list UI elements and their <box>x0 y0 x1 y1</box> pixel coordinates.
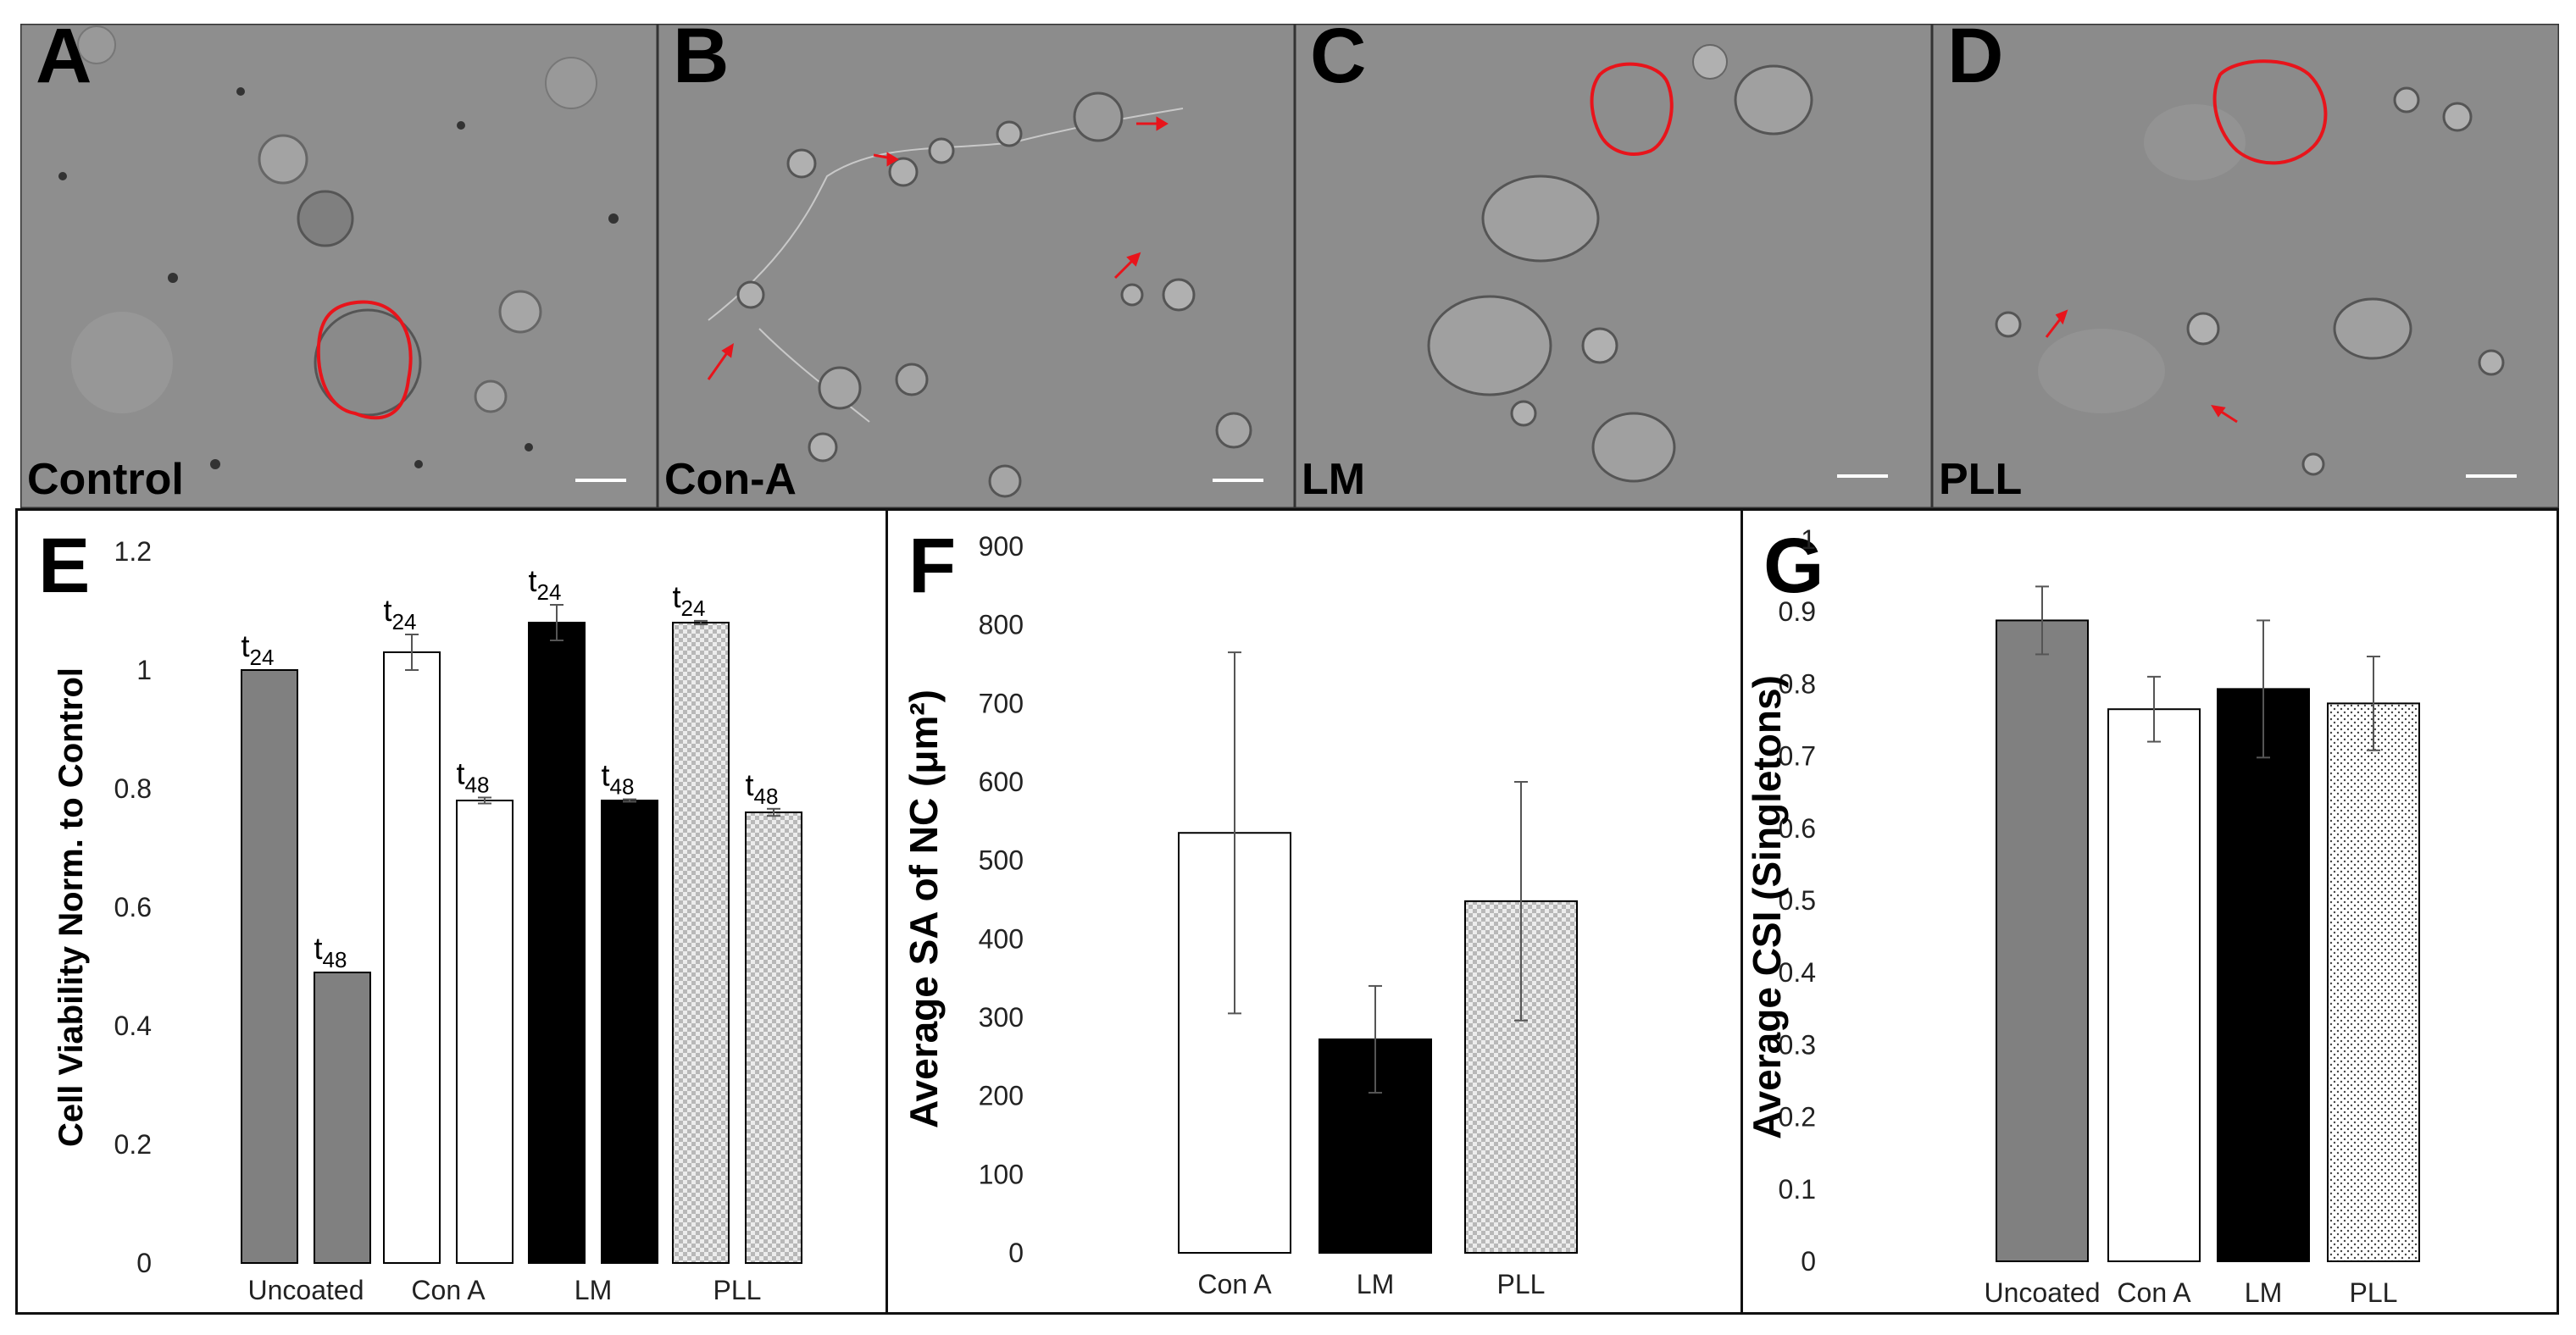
viability-chart: E 0 0.2 0.4 0.6 0.8 1 1.2 Cell Viability Norm. t… <box>38 523 802 1305</box>
bar-uncoated-t48 <box>314 972 371 1264</box>
chart-panel-e: E 0 0.2 0.4 0.6 0.8 1 1.2 Cell Viability Norm. t… <box>15 508 888 1315</box>
y-tick-label: 700 <box>979 688 1024 718</box>
bar-time-label: t24 <box>384 593 417 634</box>
panel-letter: F <box>908 523 956 609</box>
x-tick-label: Uncoated <box>248 1275 364 1305</box>
panel-letter: G <box>1763 523 1824 609</box>
bar-time-label: t48 <box>602 758 635 800</box>
micrograph-panel-b: B Con-A <box>658 24 1295 508</box>
y-tick-label: 0.8 <box>114 773 152 804</box>
surface-area-chart: F 0 100 200 300 400 500 600 700 800 900 Average SA … <box>902 523 1578 1299</box>
y-tick-label: 600 <box>979 767 1024 797</box>
x-tick-label: LM <box>2245 1277 2282 1308</box>
panel-letter: B <box>673 24 730 99</box>
y-tick-label: 0 <box>1801 1246 1816 1277</box>
bar-lm-t48 <box>601 800 658 1264</box>
x-tick-label: PLL <box>1497 1269 1546 1299</box>
bar-con-a-t24 <box>383 651 441 1264</box>
condition-label: PLL <box>1939 455 2023 504</box>
csi-chart: G 0 0.1 0.2 0.3 0.4 0.5 0.6 0.7 0.8 0.9 1 Average CS… <box>1745 523 2420 1308</box>
y-tick-label: 100 <box>979 1159 1024 1189</box>
y-tick-label: 0.7 <box>1779 741 1816 772</box>
y-tick-label: 0.8 <box>1779 668 1816 699</box>
aggregate-outline <box>2212 59 2328 165</box>
y-tick-label: 0.3 <box>1779 1029 1816 1060</box>
x-tick-label: PLL <box>713 1275 762 1305</box>
x-tick-label: Con A <box>1197 1269 1272 1299</box>
panel-letter: D <box>1947 24 2004 99</box>
y-tick-label: 200 <box>979 1081 1024 1111</box>
bar-pll-t24 <box>672 622 730 1264</box>
bar-pll-t48 <box>745 812 802 1264</box>
y-tick-label: 0.9 <box>1779 596 1816 627</box>
bar-lm <box>2217 688 2310 1262</box>
x-tick-label: Con A <box>2117 1277 2191 1308</box>
micrograph-image <box>658 24 1295 508</box>
y-tick-label: 0.6 <box>114 892 152 922</box>
bar-time-label: t24 <box>529 563 562 605</box>
bar-time-label: t24 <box>673 579 706 621</box>
x-tick-label: Uncoated <box>1985 1277 2101 1308</box>
bar-time-label: t24 <box>242 629 275 670</box>
y-tick-label: 500 <box>979 845 1024 876</box>
x-tick-label: PLL <box>2350 1277 2398 1308</box>
bar-time-label: t48 <box>457 756 490 798</box>
chart-panel-g: G 0 0.1 0.2 0.3 0.4 0.5 0.6 0.7 0.8 0.9 1 Average CS… <box>1740 508 2559 1315</box>
y-tick-label: 400 <box>979 923 1024 954</box>
y-tick-label: 0 <box>136 1248 152 1278</box>
panel-letter: A <box>36 24 92 99</box>
chart-panel-f: F 0 100 200 300 400 500 600 700 800 900 Average SA … <box>886 508 1743 1315</box>
bar-con-a-t48 <box>456 800 514 1264</box>
y-tick-label: 300 <box>979 1002 1024 1033</box>
x-tick-label: LM <box>575 1275 612 1305</box>
y-tick-label: 800 <box>979 610 1024 640</box>
bar-time-label: t48 <box>746 767 779 809</box>
panel-letter: C <box>1310 24 1367 99</box>
bar-lm-t24 <box>528 622 586 1264</box>
condition-label: LM <box>1302 455 1366 504</box>
y-axis-label: Average CSI (Singletons) <box>1745 675 1789 1139</box>
y-tick-label: 0.2 <box>114 1129 152 1160</box>
micrograph-image <box>20 24 658 508</box>
y-axis-label: Average SA of NC (μm²) <box>902 690 946 1128</box>
y-tick-label: 1 <box>1801 524 1816 555</box>
bar-con-a <box>2107 708 2201 1263</box>
micrograph-image <box>1295 24 1932 508</box>
micrograph-panel-a: A Control <box>20 24 658 508</box>
bar-uncoated <box>1996 619 2089 1262</box>
y-tick-label: 900 <box>979 531 1024 562</box>
aggregate-outline <box>316 300 413 420</box>
micrograph-panel-d: D PLL <box>1932 24 2559 508</box>
bar-time-label: t48 <box>314 931 347 972</box>
y-tick-label: 0.6 <box>1779 813 1816 844</box>
y-tick-label: 0.4 <box>114 1011 152 1041</box>
y-tick-label: 0.2 <box>1779 1102 1816 1133</box>
x-tick-label: Con A <box>411 1275 486 1305</box>
y-tick-label: 0.5 <box>1779 885 1816 916</box>
y-tick-label: 1 <box>136 655 152 685</box>
y-tick-label: 0 <box>1008 1238 1024 1268</box>
bar-pll <box>2327 702 2420 1263</box>
y-tick-label: 1.2 <box>114 536 152 567</box>
y-axis-label: Cell Viability Norm. to Control <box>53 668 90 1147</box>
condition-label: Con-A <box>664 455 797 504</box>
bar-uncoated-t24 <box>241 669 298 1264</box>
y-tick-label: 0.4 <box>1779 957 1816 988</box>
panel-letter: E <box>38 523 90 609</box>
micrograph-panel-c: C LM <box>1295 24 1932 508</box>
y-tick-label: 0.1 <box>1779 1174 1816 1205</box>
condition-label: Control <box>27 455 184 504</box>
micrograph-image <box>1932 24 2559 508</box>
x-tick-label: LM <box>1357 1269 1394 1299</box>
aggregate-outline <box>1590 62 1674 156</box>
